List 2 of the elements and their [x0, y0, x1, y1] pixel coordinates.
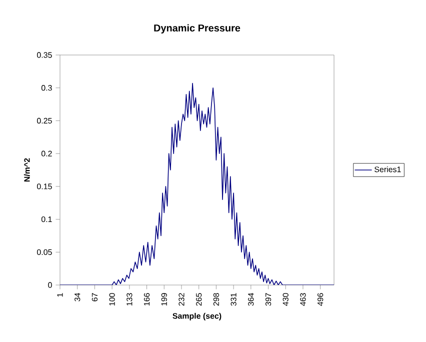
line-series	[60, 82, 334, 285]
chart-title: Dynamic Pressure	[154, 24, 240, 34]
